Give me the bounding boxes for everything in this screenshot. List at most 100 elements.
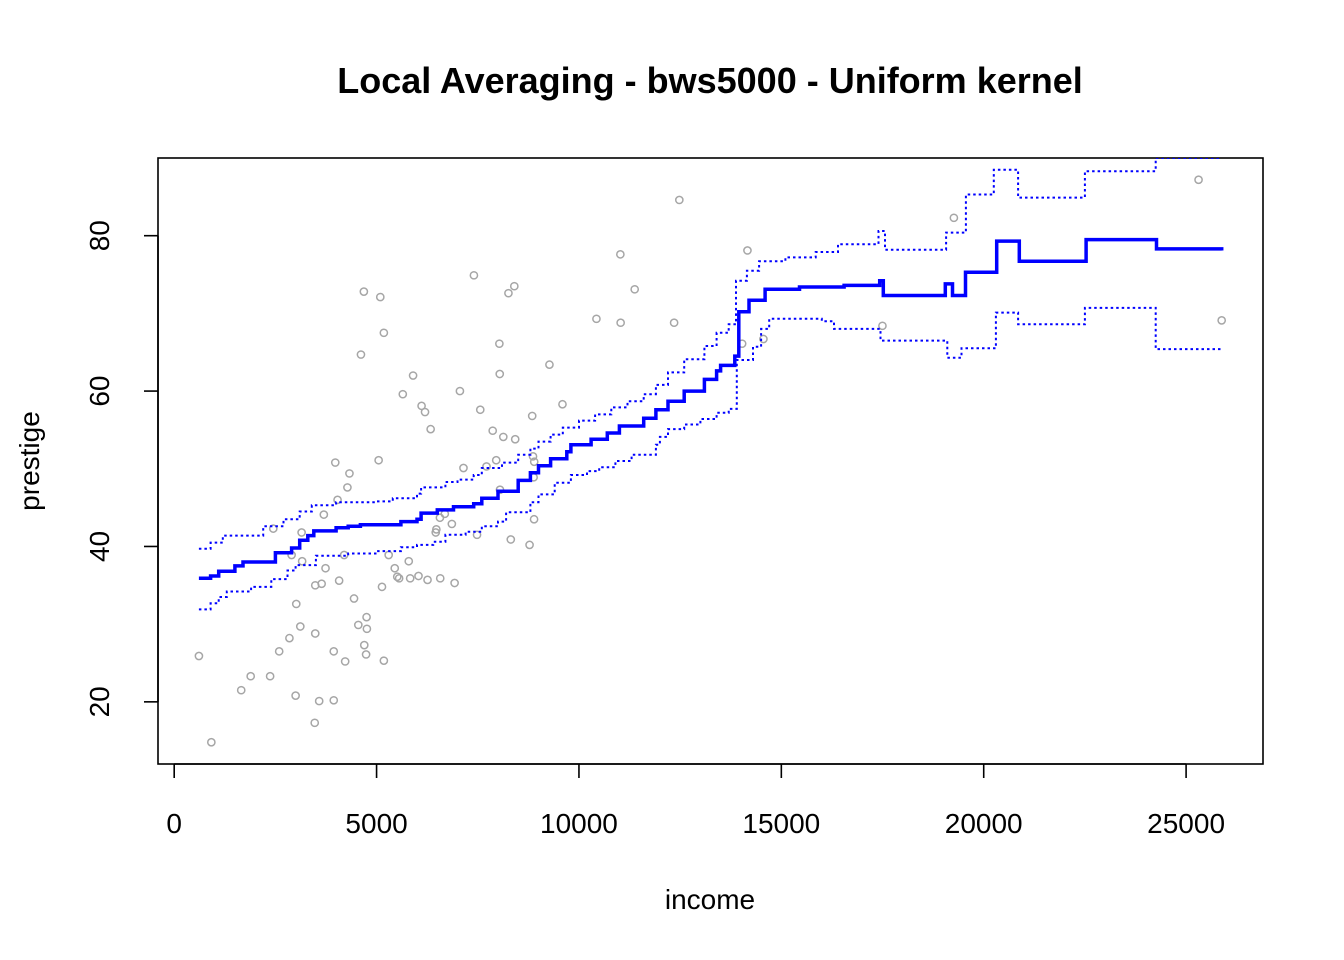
y-axis-label: prestige (14, 411, 45, 511)
data-point (528, 451, 538, 461)
data-point (359, 640, 369, 650)
x-tick-label: 25000 (1147, 808, 1225, 839)
data-point (362, 612, 371, 622)
data-point (1217, 316, 1227, 325)
data-point (330, 458, 340, 467)
data-point (285, 633, 294, 643)
data-point (319, 510, 329, 519)
data-point (455, 386, 465, 396)
x-tick-label: 10000 (540, 808, 618, 839)
data-point (398, 389, 408, 399)
data-point (314, 696, 324, 706)
data-point (432, 525, 441, 534)
data-point (405, 573, 415, 583)
data-point (529, 514, 539, 524)
data-point (435, 573, 445, 583)
data-point (379, 328, 389, 338)
data-point (353, 620, 363, 630)
data-point (616, 249, 625, 259)
confidence-band-line (198, 158, 1222, 550)
x-axis-label: income (665, 884, 755, 915)
data-point (674, 195, 684, 205)
data-point (759, 334, 768, 344)
data-point (404, 556, 414, 566)
data-point (592, 314, 601, 324)
data-point (334, 576, 344, 585)
y-tick-label: 20 (84, 686, 115, 717)
data-point (377, 582, 387, 592)
data-point (236, 685, 246, 695)
data-point (317, 579, 326, 589)
local-average-line (198, 237, 1224, 581)
plot-frame (157, 157, 1264, 765)
data-point (356, 350, 366, 359)
data-point (295, 622, 305, 631)
data-point (297, 528, 306, 537)
data-point (669, 318, 679, 328)
data-point (509, 281, 519, 291)
data-point (482, 462, 491, 471)
y-tick-label: 40 (84, 531, 115, 562)
data-point (345, 469, 354, 478)
data-point (630, 284, 640, 294)
data-point (491, 455, 501, 465)
x-axis: 0 5000 10000 15000 20000 25000 (166, 763, 1225, 839)
y-tick-label: 80 (84, 220, 115, 251)
data-point (265, 671, 275, 681)
data-point (329, 695, 339, 705)
data-point (423, 575, 432, 585)
plot-marks (194, 158, 1227, 747)
data-point (321, 563, 330, 573)
data-point (459, 463, 468, 473)
data-point (495, 369, 505, 379)
data-point (349, 594, 359, 603)
data-point (274, 646, 284, 656)
data-point (291, 599, 301, 609)
data-point (488, 426, 498, 436)
data-point (878, 321, 887, 331)
x-tick-label: 15000 (742, 808, 820, 839)
data-point (375, 292, 385, 302)
y-tick-label: 60 (84, 375, 115, 406)
data-point (506, 535, 516, 544)
data-point (384, 550, 394, 560)
data-point (1194, 175, 1203, 185)
data-point (616, 318, 625, 328)
data-point (529, 457, 539, 467)
data-point (525, 540, 534, 550)
data-point (435, 513, 445, 523)
x-tick-label: 0 (166, 808, 182, 839)
data-point (420, 407, 430, 417)
data-point (362, 624, 372, 634)
data-point (504, 288, 513, 298)
data-point (390, 563, 400, 573)
data-point (333, 495, 342, 505)
data-point (343, 483, 352, 492)
data-point (475, 405, 485, 415)
data-point (450, 578, 459, 588)
data-point (374, 455, 383, 465)
data-point (268, 524, 278, 533)
data-point (408, 371, 418, 380)
chart-title: Local Averaging - bws5000 - Uniform kern… (337, 60, 1083, 101)
data-point (447, 519, 457, 529)
data-point (527, 411, 537, 421)
data-point (743, 246, 752, 255)
data-point (246, 671, 256, 681)
data-point (545, 360, 554, 370)
data-point (558, 399, 567, 409)
data-point (414, 571, 423, 581)
y-axis: 20 40 60 80 (84, 220, 159, 717)
data-point (310, 629, 320, 638)
data-point (495, 339, 504, 349)
data-point (472, 530, 482, 540)
data-point (361, 650, 371, 659)
data-point (949, 213, 959, 223)
data-point (394, 573, 404, 583)
data-point (510, 434, 520, 444)
data-point (469, 270, 479, 280)
data-point (359, 287, 369, 296)
data-point (340, 657, 350, 666)
x-tick-label: 5000 (345, 808, 407, 839)
